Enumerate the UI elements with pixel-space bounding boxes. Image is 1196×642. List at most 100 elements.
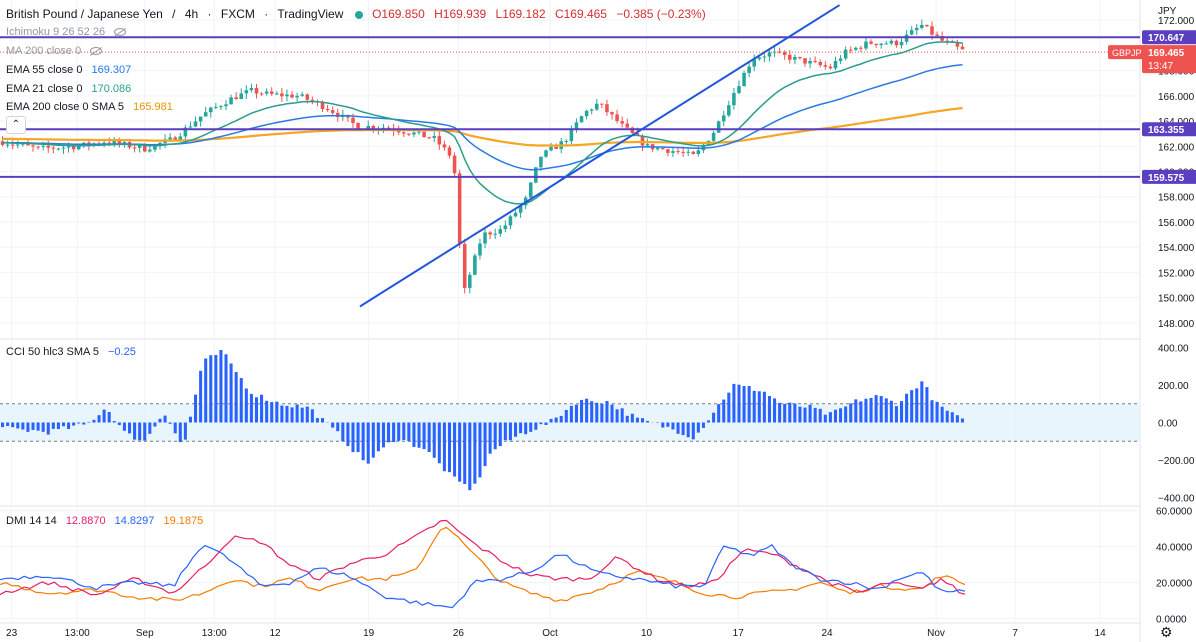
candle-body [579, 116, 584, 123]
price-axis-unit: JPY [1158, 6, 1177, 17]
cci-bar [722, 399, 726, 423]
candle-body [254, 88, 259, 94]
time-axis-label: 23 [6, 628, 18, 639]
cci-bar [742, 386, 746, 423]
candle-body [833, 60, 838, 69]
candle-body [493, 233, 497, 235]
cci-bar [77, 422, 81, 424]
cci-bar [453, 422, 457, 477]
cci-bar [463, 422, 467, 485]
candle-body [137, 145, 142, 148]
cci-bar [310, 409, 314, 423]
dmi-value-1: 12.8870 [65, 515, 106, 527]
cci-bar [859, 401, 863, 423]
candle-body [777, 51, 782, 53]
legend-ema21[interactable]: EMA 21 close 0 170.086 [6, 83, 137, 95]
candle-body [188, 126, 193, 128]
cci-bar [366, 422, 370, 464]
last-price-label: 169.465 [1148, 48, 1185, 59]
ohlc-high: H169.939 [434, 7, 487, 21]
cci-bar [51, 422, 55, 429]
cci-bar [320, 418, 325, 423]
cci-bar [442, 422, 446, 472]
cci-bar [803, 407, 807, 423]
candle-body [798, 56, 802, 59]
legend-ema55[interactable]: EMA 55 close 0 169.307 [6, 64, 137, 76]
cci-bar [387, 422, 391, 443]
candle-body [645, 144, 650, 146]
cci-bar [625, 415, 629, 423]
legend-ema200[interactable]: EMA 200 close 0 SMA 5 165.981 [6, 101, 179, 113]
candle-body [264, 91, 269, 94]
cci-bar [630, 413, 634, 423]
cci-bar [244, 388, 248, 423]
cci-bar [503, 422, 507, 441]
cci-bar [133, 422, 137, 440]
candle-body [823, 65, 828, 67]
cci-bar [600, 403, 604, 423]
candle-body [721, 115, 726, 122]
cci-bar [168, 422, 172, 424]
candle-body [422, 131, 426, 138]
dmi-plus-line [0, 543, 966, 609]
cci-bar [21, 422, 25, 430]
cci-bar [254, 397, 259, 423]
ema55-line [2, 63, 963, 171]
level-price-label: 159.575 [1148, 173, 1185, 184]
cci-bar [46, 422, 50, 435]
candle-body [518, 205, 523, 213]
cci-bar [767, 395, 771, 423]
price-axis-label: 152.000 [1158, 268, 1195, 279]
candle-body [696, 150, 701, 155]
hidden-eye-icon[interactable] [90, 47, 103, 56]
time-axis-label: 19 [363, 628, 375, 639]
candle-body [142, 145, 147, 152]
time-axis-label: 26 [453, 628, 465, 639]
legend-cci[interactable]: CCI 50 hlc3 SMA 5 −0.25 [6, 346, 142, 358]
candle-body [909, 30, 914, 35]
legend-dmi[interactable]: DMI 14 14 12.8870 14.8297 19.1875 [6, 515, 209, 527]
candle-body [681, 151, 685, 153]
candle-body [859, 47, 863, 49]
cci-bar [143, 422, 147, 441]
candle-body [244, 90, 249, 94]
candle-body [549, 146, 553, 151]
collapse-legend-button[interactable]: ⌃ [6, 116, 26, 134]
candle-body [828, 66, 833, 69]
candle-body [325, 109, 330, 111]
cci-bar [346, 422, 350, 447]
candle-body [757, 57, 762, 60]
candle-body [183, 127, 188, 137]
candle-body [584, 110, 589, 117]
candle-body [813, 60, 817, 62]
cci-bar [757, 391, 761, 423]
cci-bar [854, 399, 858, 423]
settings-gear-icon[interactable]: ⚙ [1160, 624, 1173, 640]
price-axis-label: 172.000 [1158, 16, 1195, 27]
cci-bar [199, 370, 203, 423]
interval-label[interactable]: 4h [184, 7, 199, 21]
candle-body [457, 173, 462, 244]
hidden-eye-icon[interactable] [114, 28, 127, 37]
candle-body [452, 155, 457, 174]
cci-bar [783, 403, 787, 423]
candle-body [914, 27, 919, 31]
symbol-title[interactable]: British Pound / Japanese Yen [6, 7, 163, 21]
ema21-line [2, 41, 963, 205]
legend-ma200[interactable]: MA 200 close 0 [6, 45, 108, 57]
candle-body [691, 151, 696, 155]
ichimoku-label: Ichimoku 9 26 52 26 [6, 26, 106, 38]
candle-body [447, 147, 452, 156]
candle-body [920, 24, 924, 28]
cci-bar [229, 363, 233, 423]
candle-body [528, 182, 533, 198]
price-axis-label: 156.000 [1158, 218, 1195, 229]
time-axis-label: Oct [542, 628, 558, 639]
legend-ichimoku[interactable]: Ichimoku 9 26 52 26 [6, 26, 132, 38]
dmi-value-3: 19.1875 [163, 515, 204, 527]
cci-bar [910, 390, 914, 423]
cci-bar [788, 402, 792, 423]
cci-bar [564, 409, 568, 423]
candle-body [676, 151, 680, 153]
